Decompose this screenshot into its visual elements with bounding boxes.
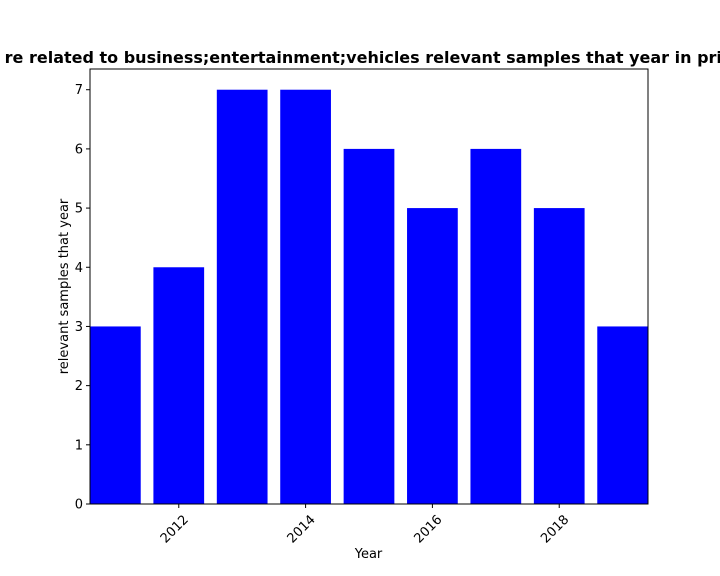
x-tick-label-2012: 2012 xyxy=(158,512,192,546)
x-axis: 2012 2014 2016 2018 xyxy=(158,504,572,546)
x-axis-label: Year xyxy=(354,547,383,562)
y-tick-label-6: 6 xyxy=(75,142,83,157)
bars-group xyxy=(90,89,648,505)
y-tick-label-4: 4 xyxy=(75,261,83,276)
bar-2019 xyxy=(597,326,648,504)
chart-title: re related to business;entertainment;veh… xyxy=(5,48,720,67)
bar-2012 xyxy=(153,267,205,504)
y-tick-label-5: 5 xyxy=(75,202,83,217)
y-tick-label-7: 7 xyxy=(75,83,83,98)
y-tick-label-3: 3 xyxy=(75,320,83,335)
y-axis: 0 1 2 3 4 5 6 7 xyxy=(75,83,90,513)
x-tick-label-2016: 2016 xyxy=(411,512,445,546)
bar-2016 xyxy=(407,208,458,504)
x-tick-label-2014: 2014 xyxy=(285,512,319,546)
y-tick-label-0: 0 xyxy=(75,498,83,513)
bar-2015 xyxy=(343,148,395,505)
plot-frame xyxy=(89,68,649,505)
y-axis-label: relevant samples that year xyxy=(57,198,72,374)
bar-2011 xyxy=(90,326,141,504)
y-tick-label-2: 2 xyxy=(75,379,83,394)
x-tick-label-2018: 2018 xyxy=(538,512,572,546)
bar-2013 xyxy=(216,89,268,504)
y-tick-label-1: 1 xyxy=(75,438,83,453)
bar-2017 xyxy=(470,148,522,505)
bar-2018 xyxy=(533,208,585,504)
bar-2014 xyxy=(280,89,331,504)
